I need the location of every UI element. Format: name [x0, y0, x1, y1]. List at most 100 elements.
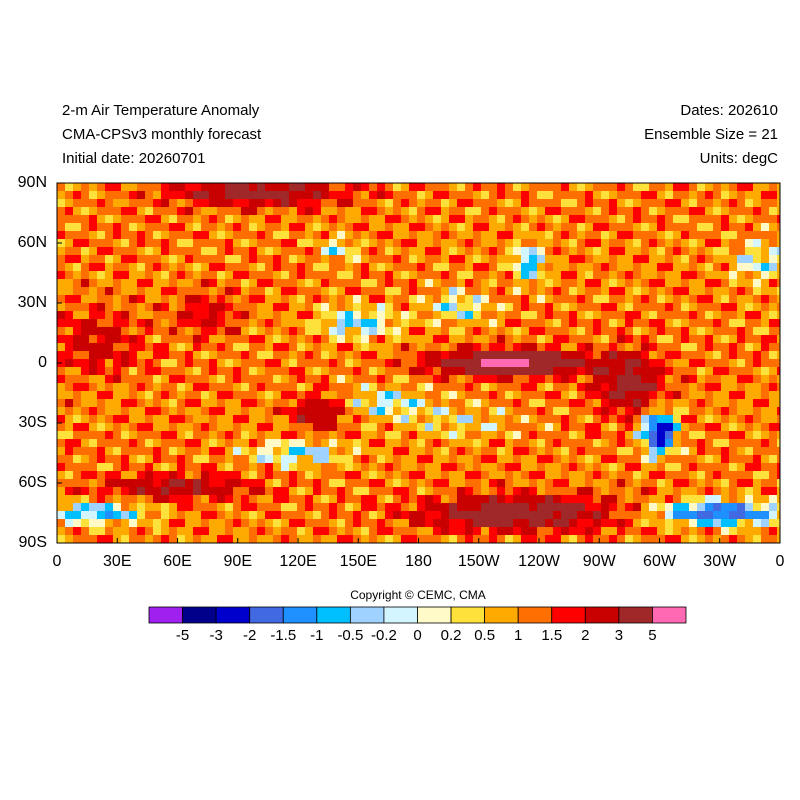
map-cell [521, 439, 530, 448]
map-cell [433, 183, 442, 192]
map-cell [569, 223, 578, 232]
map-cell [417, 351, 426, 360]
map-cell [113, 383, 122, 392]
map-cell [81, 271, 90, 280]
map-cell [617, 511, 626, 520]
map-cell [377, 511, 386, 520]
map-cell [505, 495, 514, 504]
map-cell [641, 343, 650, 352]
map-cell [497, 471, 506, 480]
map-cell [721, 503, 730, 512]
map-cell [649, 191, 658, 200]
map-cell [577, 207, 586, 216]
map-cell [673, 415, 682, 424]
map-cell [625, 455, 634, 464]
map-cell [281, 399, 290, 408]
map-cell [681, 535, 690, 544]
map-cell [209, 479, 218, 488]
map-cell [537, 407, 546, 416]
map-cell [329, 399, 338, 408]
map-cell [721, 215, 730, 224]
map-cell [73, 295, 82, 304]
map-cell [225, 431, 234, 440]
map-cell [441, 351, 450, 360]
map-cell [241, 511, 250, 520]
map-cell [705, 527, 714, 536]
map-cell [361, 399, 370, 408]
map-cell [153, 247, 162, 256]
map-cell [89, 391, 98, 400]
map-cell [121, 327, 130, 336]
map-cell [217, 247, 226, 256]
map-cell [577, 447, 586, 456]
map-cell [105, 191, 114, 200]
map-cell [737, 455, 746, 464]
map-cell [377, 311, 386, 320]
map-cell [633, 503, 642, 512]
map-cell [761, 487, 770, 496]
map-cell [617, 431, 626, 440]
map-cell [121, 303, 130, 312]
map-cell [161, 455, 170, 464]
map-cell [121, 247, 130, 256]
map-cell [121, 463, 130, 472]
map-cell [153, 311, 162, 320]
map-cell [457, 455, 466, 464]
map-cell [81, 207, 90, 216]
map-cell [241, 335, 250, 344]
map-cell [233, 431, 242, 440]
map-cell [737, 375, 746, 384]
map-cell [145, 199, 154, 208]
map-cell [73, 367, 82, 376]
map-cell [89, 375, 98, 384]
map-cell [433, 207, 442, 216]
map-cell [769, 343, 778, 352]
map-cell [393, 479, 402, 488]
map-cell [681, 471, 690, 480]
map-cell [289, 335, 298, 344]
map-cell [769, 311, 778, 320]
map-cell [417, 255, 426, 264]
map-cell [681, 311, 690, 320]
map-cell [561, 239, 570, 248]
map-cell [561, 183, 570, 192]
map-cell [257, 335, 266, 344]
map-cell [105, 263, 114, 272]
map-cell [385, 199, 394, 208]
map-cell [241, 183, 250, 192]
map-cell [105, 535, 114, 544]
map-cell [425, 351, 434, 360]
map-cell [649, 503, 658, 512]
map-cell [529, 255, 538, 264]
map-cell [681, 231, 690, 240]
map-cell [305, 231, 314, 240]
map-cell [209, 359, 218, 368]
map-cell [513, 263, 522, 272]
map-cell [649, 463, 658, 472]
map-cell [113, 327, 122, 336]
map-cell [481, 439, 490, 448]
map-cell [689, 247, 698, 256]
map-cell [577, 279, 586, 288]
map-cell [225, 399, 234, 408]
map-cell [625, 231, 634, 240]
map-cell [249, 367, 258, 376]
map-cell [113, 519, 122, 528]
map-cell [649, 335, 658, 344]
map-cell [185, 335, 194, 344]
map-cell [321, 527, 330, 536]
map-cell [57, 335, 66, 344]
map-cell [105, 487, 114, 496]
map-cell [505, 359, 514, 368]
map-cell [633, 327, 642, 336]
map-cell [321, 391, 330, 400]
map-cell [537, 295, 546, 304]
map-cell [753, 439, 762, 448]
map-cell [169, 519, 178, 528]
map-cell [481, 431, 490, 440]
map-cell [241, 311, 250, 320]
map-cell [545, 399, 554, 408]
map-cell [465, 303, 474, 312]
map-cell [57, 431, 66, 440]
map-cell [273, 207, 282, 216]
